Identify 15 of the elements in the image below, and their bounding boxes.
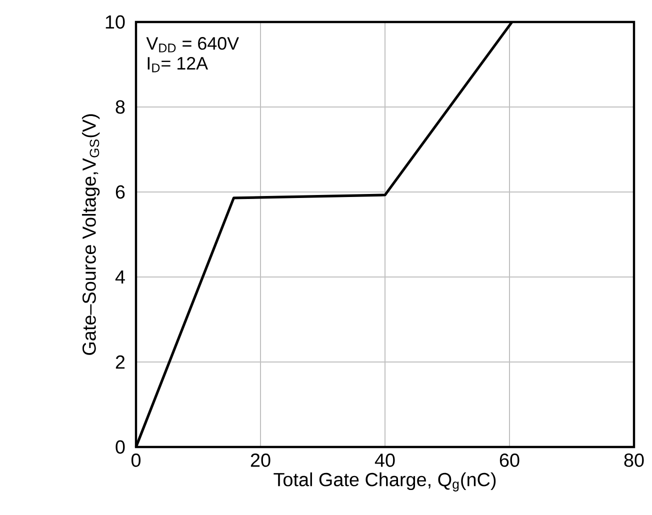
y-tick-label: 6 (116, 185, 125, 199)
y-tick-label: 2 (116, 355, 125, 369)
x-tick-label: 40 (374, 453, 395, 467)
annotation: I$_{D}$= 12A (148, 56, 208, 72)
x-tick-label: 80 (624, 453, 644, 467)
y-axis-title: Gate–Source Voltage,V$_{GS}$(V) (82, 114, 100, 355)
x-tick-label: 0 (131, 453, 141, 467)
x-axis-title: Total Gate Charge, Q$_{g}$(nC) (274, 472, 496, 492)
y-tick-label: 4 (115, 270, 125, 284)
annotation: V$_{DD}$ = 640V (146, 37, 239, 52)
y-tick-label: 0 (116, 440, 125, 454)
x-tick-label: 60 (500, 453, 520, 467)
y-tick-label: 8 (116, 100, 125, 114)
y-tick-label: 10 (106, 15, 125, 29)
x-tick-label: 20 (250, 453, 270, 467)
